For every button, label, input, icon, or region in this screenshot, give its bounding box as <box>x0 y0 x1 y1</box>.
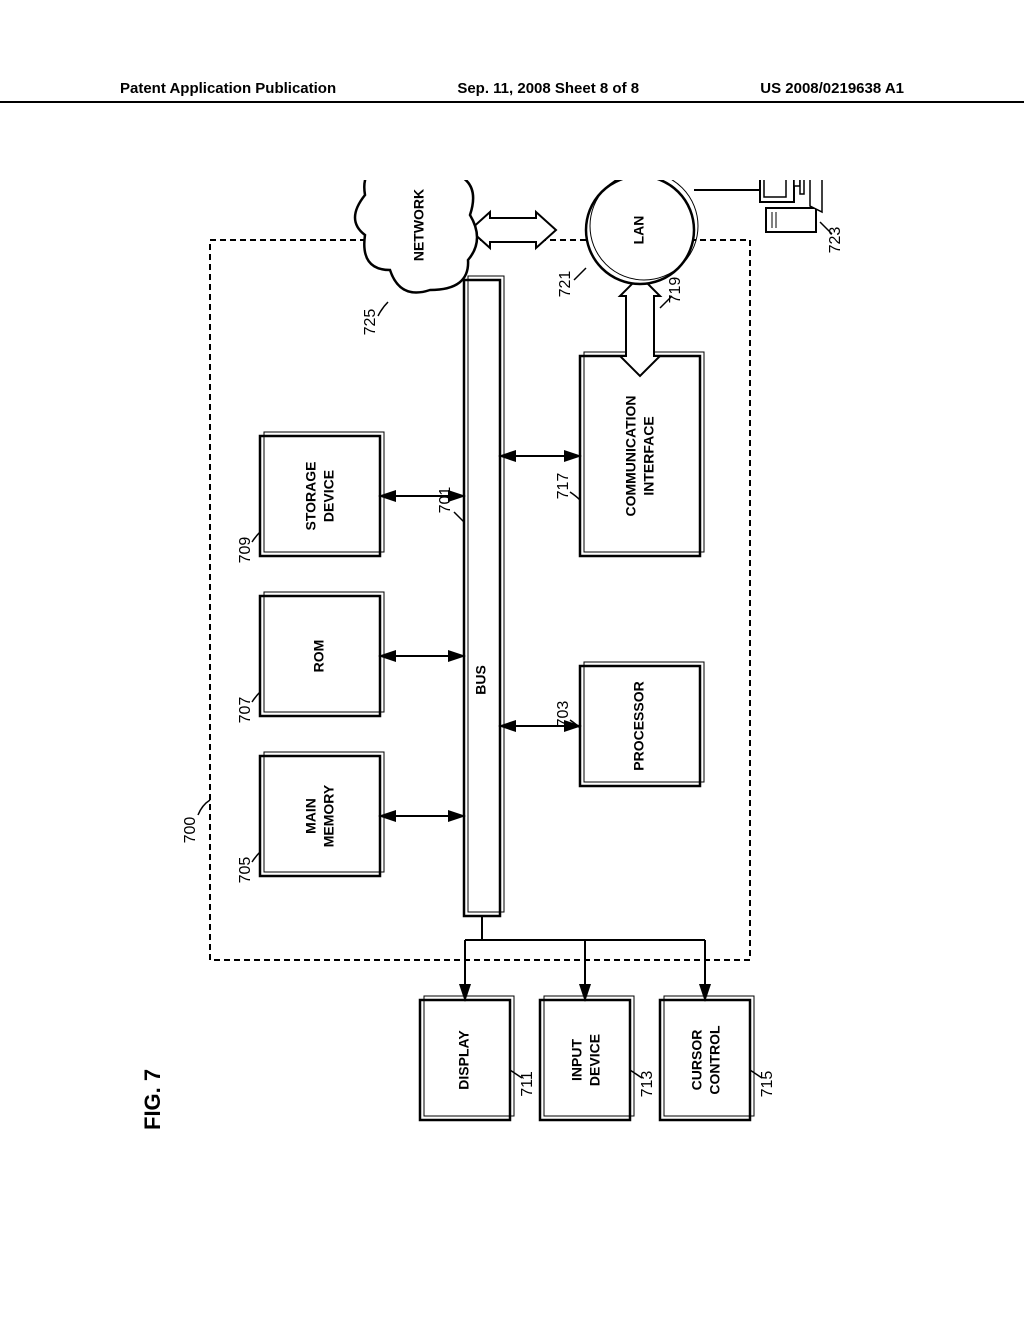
svg-text:717: 717 <box>555 473 572 500</box>
processor-block: PROCESSOR <box>580 662 704 786</box>
svg-text:COMMUNICATION: COMMUNICATION <box>623 395 639 516</box>
cursor-control-block: CURSOR CONTROL <box>660 996 754 1120</box>
svg-text:713: 713 <box>639 1071 656 1098</box>
svg-text:715: 715 <box>759 1071 776 1098</box>
svg-text:703: 703 <box>555 701 572 728</box>
storage-device-block: STORAGE DEVICE <box>260 432 384 556</box>
svg-text:721: 721 <box>557 271 574 298</box>
svg-text:LAN: LAN <box>631 216 647 245</box>
svg-text:CONTROL: CONTROL <box>707 1025 723 1095</box>
svg-text:709: 709 <box>237 537 254 564</box>
ref-701: 701 <box>437 487 454 514</box>
svg-text:INTERFACE: INTERFACE <box>641 416 657 495</box>
bus-block: BUS <box>464 276 504 916</box>
ref-700: 700 <box>182 817 199 844</box>
page: Patent Application Publication Sep. 11, … <box>0 0 1024 1320</box>
comm-to-lan-arrow <box>620 276 660 376</box>
svg-text:711: 711 <box>519 1071 536 1097</box>
svg-text:DEVICE: DEVICE <box>587 1034 603 1086</box>
header-left: Patent Application Publication <box>120 80 336 97</box>
svg-text:DISPLAY: DISPLAY <box>456 1030 472 1090</box>
diagram-svg: FIG. 7 700 BUS 701 <box>120 180 900 1160</box>
svg-text:MEMORY: MEMORY <box>321 784 337 847</box>
svg-text:705: 705 <box>237 857 254 884</box>
figure-7-diagram: FIG. 7 700 BUS 701 <box>120 180 900 1160</box>
input-device-block: INPUT DEVICE <box>540 996 634 1120</box>
network-cloud: NETWORK <box>355 180 477 293</box>
lan-node: LAN <box>586 180 698 284</box>
header-center: Sep. 11, 2008 Sheet 8 of 8 <box>457 80 639 97</box>
svg-text:725: 725 <box>362 309 379 336</box>
svg-text:707: 707 <box>237 697 254 724</box>
svg-text:NETWORK: NETWORK <box>411 189 427 261</box>
patent-header: Patent Application Publication Sep. 11, … <box>0 80 1024 103</box>
rom-block: ROM <box>260 592 384 716</box>
svg-text:STORAGE: STORAGE <box>303 462 319 531</box>
svg-text:ROM: ROM <box>311 640 327 673</box>
comm-interface-block: COMMUNICATION INTERFACE <box>580 352 704 556</box>
svg-text:MAIN: MAIN <box>303 798 319 834</box>
figure-title: FIG. 7 <box>140 1069 165 1130</box>
svg-text:DEVICE: DEVICE <box>321 470 337 522</box>
lan-to-network-arrow <box>470 212 556 248</box>
main-memory-block: MAIN MEMORY <box>260 752 384 876</box>
display-block: DISPLAY <box>420 996 514 1120</box>
bus-label: BUS <box>473 665 489 695</box>
svg-text:PROCESSOR: PROCESSOR <box>631 681 647 770</box>
host-computer-icon <box>760 180 822 232</box>
svg-text:CURSOR: CURSOR <box>689 1030 705 1091</box>
ref-700-leader <box>198 800 210 815</box>
header-right: US 2008/0219638 A1 <box>760 80 904 97</box>
svg-text:INPUT: INPUT <box>569 1039 585 1081</box>
